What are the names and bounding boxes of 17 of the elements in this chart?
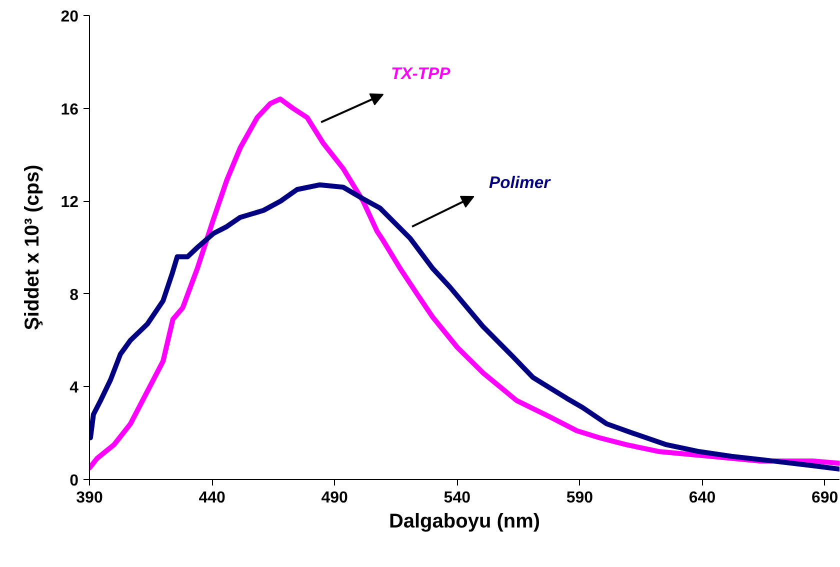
y-tick-label: 16 bbox=[60, 101, 79, 118]
y-axis-title: Şiddet x 10³ (cps) bbox=[22, 164, 44, 330]
x-tick-label: 390 bbox=[76, 490, 103, 506]
y-tick-label: 8 bbox=[70, 286, 79, 304]
y-tick-label: 12 bbox=[60, 194, 79, 212]
text: TX-TPP bbox=[390, 64, 452, 83]
x-tick-label: 440 bbox=[198, 490, 226, 506]
text: Polimer bbox=[489, 173, 552, 192]
y-tick-label: 0 bbox=[70, 472, 79, 490]
x-axis-title: Dalgaboyu (nm) bbox=[388, 510, 540, 532]
y-tick-label: 20 bbox=[60, 8, 79, 26]
x-tick-label: 690 bbox=[811, 490, 838, 506]
x-tick-label: 540 bbox=[444, 490, 471, 506]
x-tick-label: 590 bbox=[566, 490, 594, 506]
y-tick-label: 4 bbox=[70, 380, 79, 397]
x-tick-label: 490 bbox=[321, 490, 348, 506]
x-tick-label: 640 bbox=[688, 490, 716, 506]
